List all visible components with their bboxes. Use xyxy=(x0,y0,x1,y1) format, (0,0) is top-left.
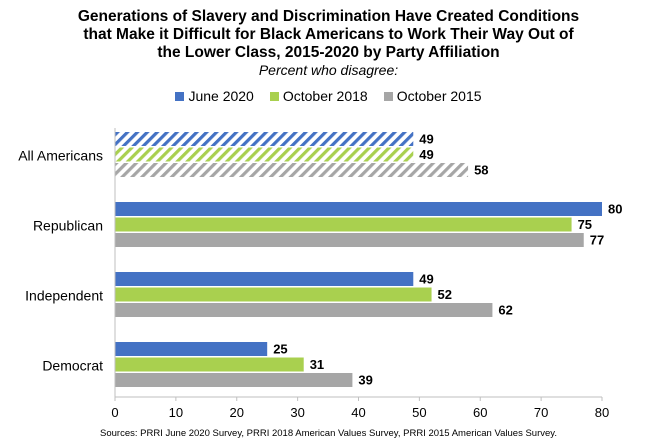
bar xyxy=(115,342,268,356)
legend-label: June 2020 xyxy=(188,88,254,104)
chart-title-line: that Make it Difficult for Black America… xyxy=(83,26,574,43)
bar xyxy=(115,373,353,387)
chart-title: Generations of Slavery and Discriminatio… xyxy=(0,8,657,62)
x-tick-label: 20 xyxy=(230,405,244,420)
bar xyxy=(115,132,414,146)
x-tick-label: 30 xyxy=(290,405,304,420)
data-label: 39 xyxy=(358,373,372,388)
x-tick-label: 10 xyxy=(169,405,183,420)
data-label: 77 xyxy=(590,233,604,248)
data-label: 49 xyxy=(419,132,433,147)
chart-title-line: Generations of Slavery and Discriminatio… xyxy=(77,8,580,25)
legend-item: October 2015 xyxy=(383,88,482,104)
x-tick-label: 0 xyxy=(111,405,118,420)
legend-item: June 2020 xyxy=(175,88,254,104)
bar xyxy=(115,357,304,372)
data-label: 80 xyxy=(608,202,622,217)
bar xyxy=(115,217,572,232)
data-label: 49 xyxy=(419,147,433,162)
bar xyxy=(115,303,493,317)
chart-legend: June 2020 October 2018 October 2015 xyxy=(0,88,657,104)
category-label: Democrat xyxy=(42,357,103,373)
data-label: 52 xyxy=(438,287,452,302)
data-label: 75 xyxy=(578,217,592,232)
bar xyxy=(115,287,432,302)
bar xyxy=(115,202,602,216)
bar xyxy=(115,163,469,177)
data-label: 62 xyxy=(498,303,512,318)
legend-item: October 2018 xyxy=(269,88,368,104)
data-label: 25 xyxy=(273,342,287,357)
legend-swatch-october-2015 xyxy=(383,91,393,101)
data-label: 58 xyxy=(474,163,488,178)
x-tick-label: 40 xyxy=(351,405,365,420)
bar xyxy=(115,147,414,162)
x-tick-label: 50 xyxy=(412,405,426,420)
legend-swatch-october-2018 xyxy=(269,91,279,101)
x-tick-label: 70 xyxy=(534,405,548,420)
legend-label: October 2018 xyxy=(282,88,368,104)
chart-subtitle: Percent who disagree: xyxy=(258,62,399,78)
category-label: Republican xyxy=(33,217,103,233)
category-label: All Americans xyxy=(18,147,103,163)
bar xyxy=(115,233,584,247)
bar xyxy=(115,272,414,286)
legend-label: October 2015 xyxy=(396,88,482,104)
data-label: 49 xyxy=(419,272,433,287)
data-label: 31 xyxy=(310,357,324,372)
category-label: Independent xyxy=(25,287,103,303)
x-tick-label: 80 xyxy=(595,405,609,420)
x-tick-label: 60 xyxy=(473,405,487,420)
legend-swatch-june-2020 xyxy=(175,91,185,101)
chart-source: Sources: PRRI June 2020 Survey, PRRI 201… xyxy=(100,428,557,439)
chart-title-line: the Lower Class, 2015-2020 by Party Affi… xyxy=(157,44,500,61)
